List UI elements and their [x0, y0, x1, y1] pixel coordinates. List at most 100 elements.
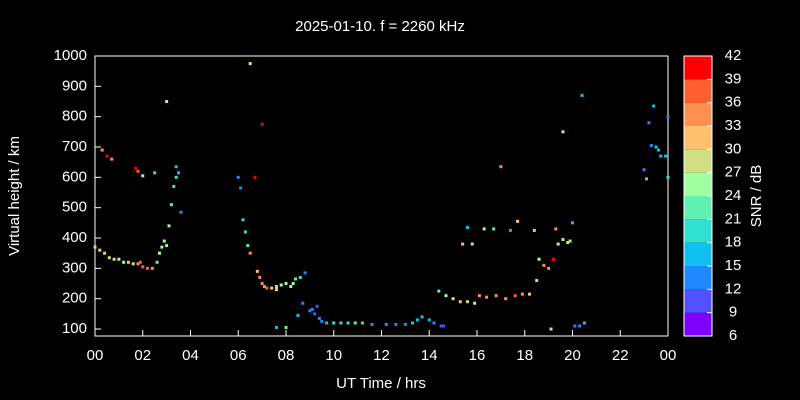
data-point: [260, 122, 264, 126]
data-point: [437, 289, 441, 293]
data-point: [659, 154, 663, 158]
data-point: [103, 251, 107, 255]
y-tick-label: 300: [62, 259, 87, 276]
data-point: [485, 295, 489, 299]
colorbar-tick-label: 21: [725, 210, 742, 227]
data-point: [499, 165, 503, 169]
data-point: [458, 300, 462, 304]
chart-title: 2025-01-10. f = 2260 kHz: [295, 18, 465, 35]
data-point: [360, 321, 364, 325]
data-point: [320, 319, 324, 323]
data-point: [645, 177, 649, 181]
data-point: [492, 227, 496, 231]
data-point: [150, 266, 154, 270]
data-point: [411, 321, 415, 325]
data-point: [165, 244, 169, 248]
data-point: [652, 104, 656, 108]
data-point: [174, 165, 178, 169]
data-point: [432, 321, 436, 325]
data-point: [370, 322, 374, 326]
data-point: [532, 228, 536, 232]
data-point: [289, 285, 293, 289]
data-point: [580, 93, 584, 97]
data-point: [504, 297, 508, 301]
data-point: [535, 278, 539, 282]
x-tick-label: 06: [230, 347, 247, 364]
data-point: [654, 145, 658, 149]
data-point: [239, 186, 243, 190]
x-tick-label: 00: [660, 347, 677, 364]
data-point: [107, 256, 111, 260]
data-point: [248, 251, 252, 255]
data-point: [403, 322, 407, 326]
data-point: [666, 115, 670, 119]
data-point: [243, 230, 247, 234]
data-point: [551, 257, 555, 261]
x-tick-label: 12: [373, 347, 390, 364]
data-point: [317, 316, 321, 320]
data-point: [160, 245, 164, 249]
x-axis-label: UT Time / hrs: [336, 375, 426, 392]
colorbar-segment: [684, 172, 712, 196]
data-point: [179, 210, 183, 214]
data-point: [542, 263, 546, 267]
y-tick-label: 400: [62, 229, 87, 246]
data-point: [110, 157, 114, 161]
colorbar-tick-label: 42: [725, 47, 742, 64]
data-point: [537, 257, 541, 261]
data-point: [162, 239, 166, 243]
data-point: [566, 241, 570, 245]
data-point: [246, 244, 250, 248]
data-point: [153, 171, 157, 175]
data-point: [346, 321, 350, 325]
data-point: [528, 292, 532, 296]
y-tick-label: 800: [62, 108, 87, 125]
y-tick-label: 1000: [54, 47, 87, 64]
data-point: [494, 294, 498, 298]
data-point: [260, 282, 264, 286]
colorbar-tick-label: 33: [725, 117, 742, 134]
data-point: [451, 297, 455, 301]
colorbar-segment: [684, 149, 712, 173]
data-point: [470, 242, 474, 246]
data-point: [573, 324, 577, 328]
data-point: [301, 301, 305, 305]
data-point: [136, 169, 140, 173]
data-point: [582, 321, 586, 325]
x-tick-label: 20: [564, 347, 581, 364]
y-tick-label: 700: [62, 138, 87, 155]
data-point: [98, 248, 102, 252]
data-point: [642, 168, 646, 172]
data-point: [313, 312, 317, 316]
data-point: [146, 266, 150, 270]
data-point: [131, 262, 135, 266]
data-point: [384, 322, 388, 326]
x-tick-label: 14: [421, 347, 438, 364]
data-point: [112, 257, 116, 261]
data-point: [482, 227, 486, 231]
data-point: [165, 100, 169, 104]
colorbar-segment: [684, 312, 712, 336]
data-point: [270, 286, 274, 290]
colorbar-segment: [684, 79, 712, 103]
data-point: [415, 318, 419, 322]
data-point: [647, 121, 651, 125]
data-point: [561, 130, 565, 134]
colorbar-tick-label: 39: [725, 70, 742, 87]
colorbar-segment: [684, 219, 712, 243]
colorbar-segment: [684, 242, 712, 266]
data-point: [174, 175, 178, 179]
data-point: [461, 242, 465, 246]
data-point: [516, 219, 520, 223]
data-point: [105, 154, 109, 158]
colorbar-segment: [684, 102, 712, 126]
data-point: [167, 224, 171, 228]
colorbar-segment: [684, 289, 712, 313]
colorbar-segment: [684, 56, 712, 80]
data-point: [263, 285, 267, 289]
data-point: [394, 322, 398, 326]
data-point: [253, 175, 257, 179]
colorbar-tick-label: 18: [725, 234, 742, 251]
x-tick-label: 08: [278, 347, 295, 364]
data-point: [427, 318, 431, 322]
